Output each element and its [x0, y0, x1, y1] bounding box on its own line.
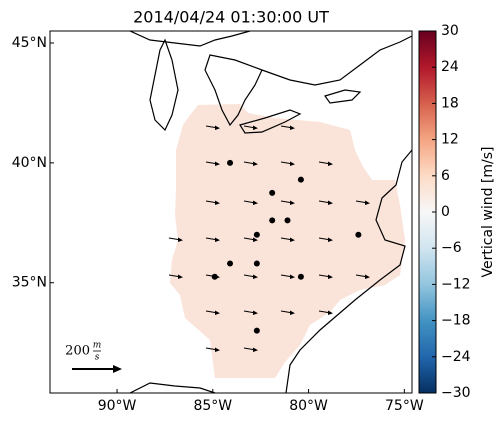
wind-vector-head — [253, 200, 258, 205]
colorbar-label: Vertical wind [m/s] — [480, 147, 496, 278]
colorbar-tick-label: −18 — [441, 313, 471, 329]
wind-vector-head — [215, 237, 220, 242]
y-tick-label: 35°N — [12, 275, 47, 291]
y-tick-label: 40°N — [12, 155, 47, 171]
wind-vector-head — [328, 274, 333, 279]
station — [284, 217, 291, 224]
colorbar-tick-label: −24 — [441, 349, 471, 365]
wind-vector-head — [215, 347, 220, 352]
wind-vector-head — [290, 161, 295, 166]
wind-vector-head — [290, 125, 295, 130]
colorbar-tick-label: 0 — [441, 204, 450, 220]
wind-vector-head — [328, 237, 333, 242]
wind-vector-head — [253, 310, 258, 315]
x-tick-label: 75°W — [385, 398, 424, 414]
wind-vector-head — [178, 274, 183, 279]
wind-vector-head — [253, 161, 258, 166]
station — [227, 260, 234, 267]
wind-vector-head — [290, 274, 295, 279]
wind-vector-head — [253, 274, 258, 279]
wind-vector-head — [215, 200, 220, 205]
stations — [211, 159, 362, 334]
colorbar-tick-label: −6 — [441, 240, 462, 256]
station — [269, 189, 276, 196]
wind-vector-head — [253, 347, 258, 352]
wind-vector-head — [365, 274, 370, 279]
colorbar-tick-label: 30 — [441, 23, 459, 39]
wind-vector-head — [215, 310, 220, 315]
wind-vector-head — [365, 200, 370, 205]
map-area — [129, 31, 412, 393]
station — [297, 273, 304, 280]
station — [253, 260, 260, 267]
station — [355, 231, 362, 238]
coastlines — [129, 31, 412, 393]
wind-vector-head — [328, 161, 333, 166]
scale-arrow: 200 m s — [65, 341, 122, 373]
y-tick-label: 45°N — [12, 35, 47, 51]
wind-vector-head — [215, 125, 220, 130]
colorbar-tick-label: 18 — [441, 95, 459, 111]
colorbar-tick-label: −30 — [441, 385, 471, 401]
x-tick-label: 80°W — [289, 398, 328, 414]
wind-vector-head — [253, 125, 258, 130]
wind-vector-head — [215, 161, 220, 166]
scale-value: 200 — [65, 344, 90, 359]
scale-arrow-head — [113, 365, 122, 373]
station — [253, 327, 260, 334]
colorbar-tick-label: 6 — [441, 168, 450, 184]
station — [227, 159, 234, 166]
station — [211, 273, 218, 280]
wind-vector-head — [290, 237, 295, 242]
x-tick-label: 90°W — [98, 398, 137, 414]
colorbar-tick-label: 12 — [441, 132, 459, 148]
map-title: 2014/04/24 01:30:00 UT — [133, 8, 329, 27]
wind-vector-head — [290, 310, 295, 315]
wind-vector-head — [253, 237, 258, 242]
x-tick-label: 85°W — [193, 398, 232, 414]
scale-unit-numerator: m — [93, 341, 102, 351]
station — [297, 176, 304, 183]
scale-unit-denominator: s — [95, 353, 100, 363]
wind-vector-head — [328, 310, 333, 315]
wind-vector-head — [328, 200, 333, 205]
station — [253, 231, 260, 238]
colorbar-tick-label: 24 — [441, 59, 459, 75]
map-frame — [49, 30, 413, 394]
wind-vector-head — [178, 237, 183, 242]
wind-field — [170, 104, 405, 378]
station — [269, 217, 276, 224]
wind-vector-head — [290, 200, 295, 205]
colorbar-tick-label: −12 — [441, 276, 471, 292]
